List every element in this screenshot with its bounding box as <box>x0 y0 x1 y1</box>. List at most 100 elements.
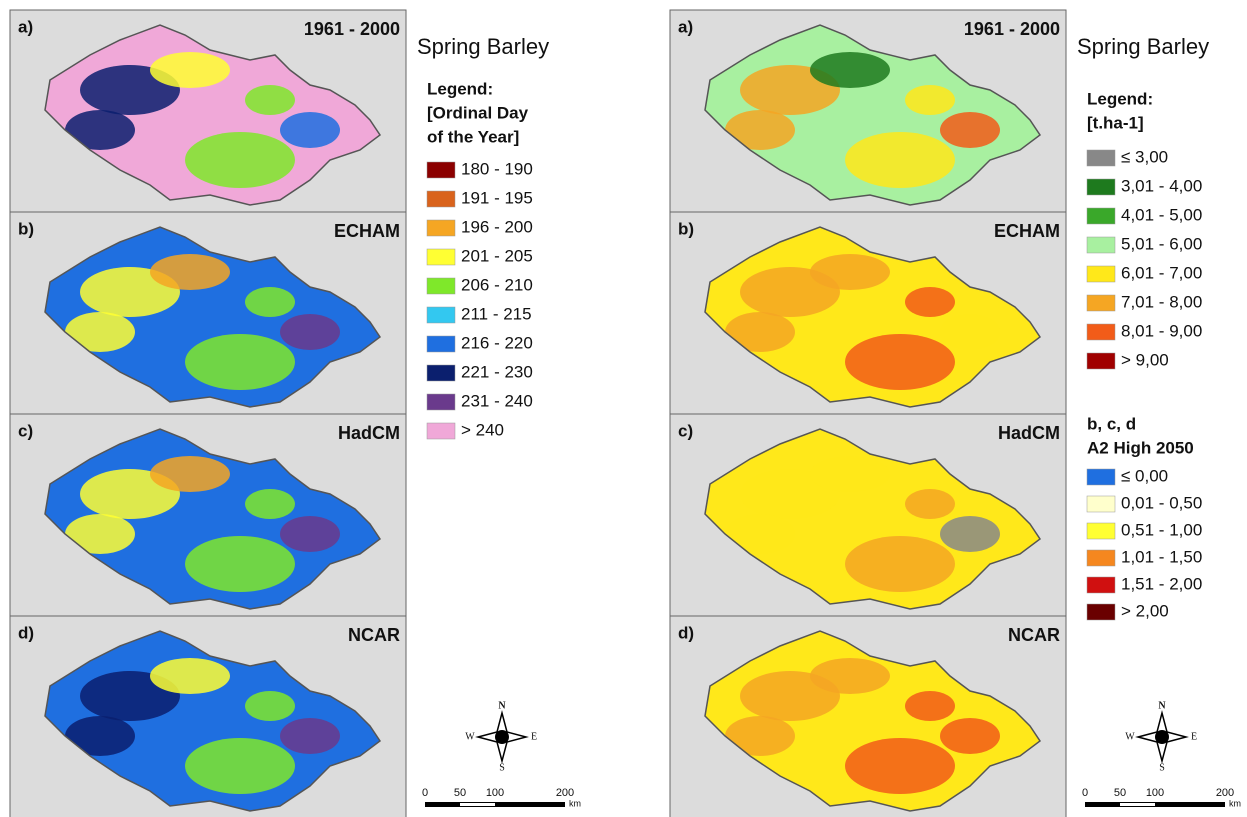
figure-title: Spring Barley <box>1077 34 1209 59</box>
panel-title: HadCM <box>998 423 1060 443</box>
legend-title: Legend: <box>427 79 493 98</box>
legend-title: [t.ha-1] <box>1087 113 1144 132</box>
legend-label: 206 - 210 <box>461 275 533 294</box>
legend-label: > 2,00 <box>1121 601 1169 620</box>
compass-w: W <box>465 731 475 742</box>
region <box>150 254 230 290</box>
legend-swatch <box>427 394 455 410</box>
legend-label: 8,01 - 9,00 <box>1121 321 1202 340</box>
scale-label: 0 <box>1082 787 1088 799</box>
legend-label: 231 - 240 <box>461 391 533 410</box>
region <box>185 536 295 592</box>
scale-unit: km <box>1229 798 1241 808</box>
legend-label: > 9,00 <box>1121 350 1169 369</box>
region <box>810 658 890 694</box>
legend-label: 1,01 - 1,50 <box>1121 547 1202 566</box>
legend-swatch <box>1087 295 1115 311</box>
region <box>150 456 230 492</box>
scale-bar-seg <box>1120 803 1155 806</box>
legend-label: 201 - 205 <box>461 246 533 265</box>
scale-label: 100 <box>486 787 504 799</box>
legend-swatch <box>427 249 455 265</box>
legend-swatch <box>427 307 455 323</box>
region <box>845 536 955 592</box>
region <box>280 112 340 148</box>
legend-label: 7,01 - 8,00 <box>1121 292 1202 311</box>
compass-e: E <box>1191 731 1197 742</box>
scale-label: 100 <box>1146 787 1164 799</box>
legend-title: [Ordinal Day <box>427 103 529 122</box>
panel-label: c) <box>18 421 33 440</box>
region <box>940 516 1000 552</box>
region <box>245 287 295 317</box>
legend-swatch <box>1087 577 1115 593</box>
region <box>280 314 340 350</box>
legend-label: > 240 <box>461 420 504 439</box>
panel-title: 1961 - 2000 <box>964 19 1060 39</box>
legend-label: 4,01 - 5,00 <box>1121 205 1202 224</box>
legend-swatch <box>427 336 455 352</box>
region <box>940 314 1000 350</box>
figure: a) 1961 - 2000 b) ECHAM c) HadCM d) NCAR Spring … <box>0 0 1247 817</box>
region <box>845 334 955 390</box>
region <box>185 132 295 188</box>
compass-s: S <box>1159 762 1165 773</box>
region <box>280 718 340 754</box>
region <box>845 132 955 188</box>
region <box>245 489 295 519</box>
compass-s: S <box>499 762 505 773</box>
panel-title: HadCM <box>338 423 400 443</box>
legend-swatch <box>1087 604 1115 620</box>
panel-label: d) <box>18 623 34 642</box>
legend-label: 0,01 - 0,50 <box>1121 493 1202 512</box>
compass-n: N <box>498 700 506 711</box>
scale-label: 50 <box>1114 787 1126 799</box>
region <box>185 334 295 390</box>
legend-label: 3,01 - 4,00 <box>1121 176 1202 195</box>
panel-label: b) <box>18 219 34 238</box>
legend-label: 216 - 220 <box>461 333 533 352</box>
legend-label: ≤ 0,00 <box>1121 466 1168 485</box>
region <box>845 738 955 794</box>
legend-swatch <box>1087 469 1115 485</box>
legend-label: 1,51 - 2,00 <box>1121 574 1202 593</box>
region <box>940 718 1000 754</box>
region <box>810 254 890 290</box>
legend-label: 196 - 200 <box>461 217 533 236</box>
region <box>280 516 340 552</box>
figure-title: Spring Barley <box>417 34 549 59</box>
scale-bar-seg <box>460 803 495 806</box>
legend-label: 211 - 215 <box>461 304 532 323</box>
compass-center <box>1155 730 1169 744</box>
compass-w: W <box>1125 731 1135 742</box>
panel-label: b) <box>678 219 694 238</box>
scale-unit: km <box>569 798 581 808</box>
legend-swatch <box>1087 150 1115 166</box>
scale-label: 0 <box>422 787 428 799</box>
region <box>905 489 955 519</box>
region <box>185 738 295 794</box>
legend-swatch <box>427 162 455 178</box>
legend-swatch <box>1087 237 1115 253</box>
legend-title: Legend: <box>1087 89 1153 108</box>
legend-swatch <box>427 278 455 294</box>
legend-swatch <box>1087 324 1115 340</box>
legend-swatch <box>1087 496 1115 512</box>
region <box>940 112 1000 148</box>
region <box>150 52 230 88</box>
region <box>245 691 295 721</box>
legend-swatch <box>427 423 455 439</box>
panel-label: a) <box>18 17 33 36</box>
panel-title: NCAR <box>1008 625 1060 645</box>
panel-title: NCAR <box>348 625 400 645</box>
panel-title: ECHAM <box>334 221 400 241</box>
legend-label: 180 - 190 <box>461 159 533 178</box>
legend-swatch <box>1087 208 1115 224</box>
legend-swatch <box>1087 523 1115 539</box>
panel-label: a) <box>678 17 693 36</box>
legend-label: 0,51 - 1,00 <box>1121 520 1202 539</box>
legend-swatch <box>1087 550 1115 566</box>
legend-label: 191 - 195 <box>461 188 533 207</box>
legend-swatch <box>427 365 455 381</box>
legend-label: 5,01 - 6,00 <box>1121 234 1202 253</box>
